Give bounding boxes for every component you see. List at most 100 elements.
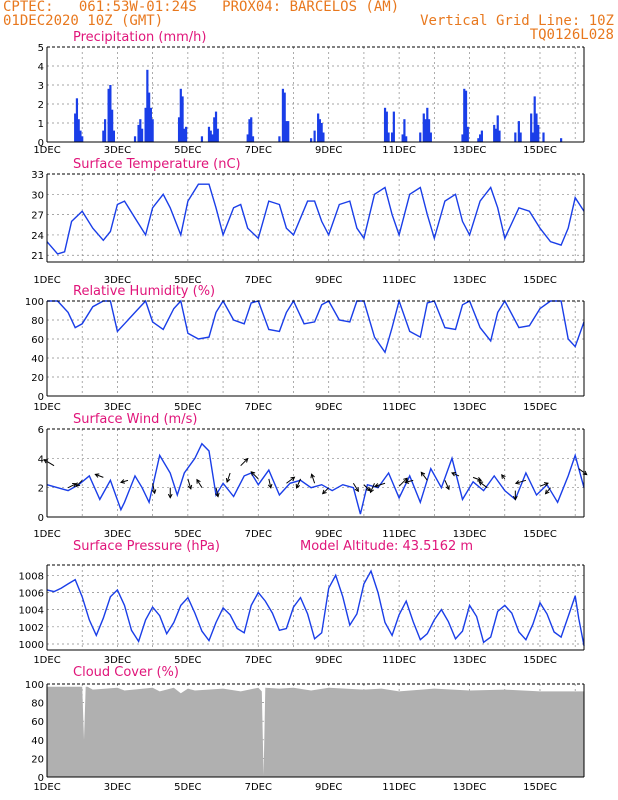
y-tick-label: 0 (38, 513, 44, 524)
y-tick-label: 6 (38, 425, 44, 436)
wind-arrow (67, 483, 77, 489)
y-tick-label: 80 (31, 699, 44, 710)
wind-arrow (95, 473, 104, 478)
precip-bar (211, 134, 214, 142)
wind-arrow (196, 479, 203, 488)
precip-bar (390, 132, 394, 142)
precip-bar (177, 117, 181, 142)
wind-arrow-head (243, 457, 249, 463)
y-tick-label: 0 (38, 392, 44, 403)
precip-bar (102, 130, 105, 142)
x-tick-label: 1DEC (33, 782, 60, 793)
y-tick-label: 1002 (19, 623, 44, 634)
x-tick-label: 13DEC (453, 275, 487, 286)
precip-bar (461, 134, 464, 142)
panel-6: 0 20 40 60 80 100 1DEC 3DEC 5DEC 7DEC 9DEC 11DEC 13D… (25, 665, 585, 793)
wind-arrow-head (94, 473, 100, 478)
precip-bar (285, 121, 288, 142)
x-tick-label: 15DEC (523, 655, 557, 666)
wind-arrow (43, 459, 55, 467)
precip-bar (494, 128, 498, 142)
wind-arrow (405, 479, 414, 483)
y-tick-label: 1008 (19, 571, 44, 582)
precip-bar (537, 124, 540, 142)
y-tick-label: 3 (38, 81, 44, 92)
precip-bar (251, 136, 255, 142)
wind-arrow (578, 468, 588, 476)
precip-bar (317, 113, 320, 142)
precip-bar (112, 130, 116, 142)
x-tick-label: 3DEC (104, 782, 131, 793)
wind-arrow-head (187, 484, 193, 490)
y-tick-label: 60 (31, 335, 44, 346)
wind-arrow-head (445, 485, 450, 491)
x-tick-label: 9DEC (315, 402, 342, 413)
x-tick-label: 7DEC (245, 275, 272, 286)
precip-bar (480, 130, 483, 142)
precip-bar (464, 90, 468, 142)
y-tick-label: 0 (38, 138, 44, 149)
precip-bar (209, 130, 212, 142)
wind-arrow (268, 478, 272, 488)
wind-arrow (374, 482, 386, 487)
y-tick-label: 2 (38, 484, 44, 495)
x-tick-label: 7DEC (245, 529, 272, 540)
precip-bar (281, 88, 285, 142)
x-tick-label: 11DEC (382, 275, 416, 286)
series-line (46, 183, 585, 255)
wind-arrow (420, 472, 428, 481)
x-tick-label: 15DEC (523, 782, 557, 793)
x-tick-label: 11DEC (382, 655, 416, 666)
wind-arrow-head (477, 477, 483, 482)
panel-4: 0 2 4 6 1DEC 3DEC 5DEC 7DEC 9DEC 11DEC 13DEC 15DEC S… (33, 412, 588, 540)
y-tick-label: 80 (31, 316, 44, 327)
x-tick-label: 1DEC (33, 529, 60, 540)
x-tick-label: 15DEC (523, 145, 557, 156)
x-tick-label: 7DEC (245, 655, 272, 666)
x-tick-label: 11DEC (382, 402, 416, 413)
series-line (46, 569, 585, 646)
x-tick-label: 15DEC (523, 402, 557, 413)
panel-title: Surface Temperature (nC) (73, 157, 241, 172)
precip-bar (75, 98, 79, 142)
precip-bar (517, 121, 520, 142)
wind-arrow-head (196, 478, 201, 484)
wind-arrow-head (420, 471, 426, 477)
x-tick-label: 13DEC (453, 402, 487, 413)
x-tick-label: 15DEC (523, 529, 557, 540)
precip-bar (213, 117, 216, 142)
x-tick-label: 1DEC (33, 402, 60, 413)
x-tick-label: 9DEC (315, 782, 342, 793)
precip-bar (422, 113, 425, 142)
wind-arrow (451, 472, 460, 477)
x-tick-label: 9DEC (315, 529, 342, 540)
wind-arrow-head (501, 474, 506, 479)
panel-1: 0 1 2 3 4 5 1DEC 3DEC 5DEC 7DEC 9DEC 11DEC 13DEC 15DE… (33, 30, 585, 156)
precip-bar (405, 136, 408, 142)
precip-bar (181, 96, 184, 142)
precip-bar (109, 85, 112, 142)
wind-arrow-head (119, 479, 126, 484)
x-tick-label: 3DEC (104, 655, 131, 666)
precip-bar (514, 132, 517, 142)
wind-arrow (539, 482, 549, 487)
precip-bar (493, 124, 496, 142)
x-tick-label: 11DEC (382, 145, 416, 156)
precip-bar (140, 128, 144, 142)
precip-bar (77, 119, 80, 142)
precip-bar (463, 88, 466, 142)
precip-bar (403, 119, 406, 142)
x-tick-label: 13DEC (453, 529, 487, 540)
x-tick-label: 3DEC (104, 529, 131, 540)
precip-bar (216, 128, 219, 142)
wind-arrow (187, 478, 192, 490)
panel-title: Cloud Cover (%) (73, 665, 179, 680)
x-tick-label: 9DEC (315, 655, 342, 666)
x-tick-label: 5DEC (174, 782, 201, 793)
precip-bar (133, 136, 137, 142)
y-tick-label: 21 (31, 251, 44, 262)
precip-bar (309, 138, 313, 142)
precip-bar (401, 134, 404, 142)
wind-arrow (478, 481, 488, 489)
wind-arrow-head (544, 489, 550, 495)
